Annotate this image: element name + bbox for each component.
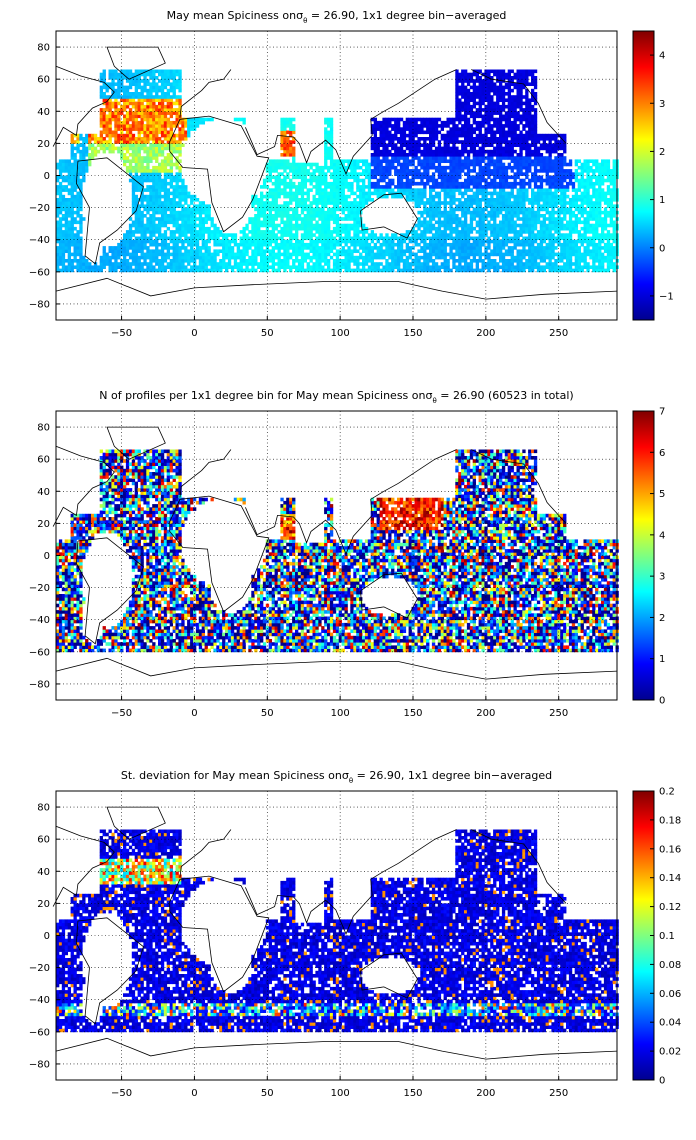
colorbar: 0.2 0.18 0.16 0.14 0.12 0.1 0.08 0.06 0.04 0.02 0 (633, 787, 681, 1087)
y-tick-label: −80 (29, 1059, 50, 1070)
y-tick-label: 80 (37, 803, 50, 814)
colorbar-tick-label: 0.1 (659, 931, 675, 942)
colorbar-tick-label: 6 (659, 448, 665, 459)
x-tick-label: 0 (191, 708, 197, 719)
y-tick-label: 60 (37, 75, 50, 86)
colorbar-tick-label: 1 (659, 195, 665, 206)
x-tick-label: 100 (331, 1088, 350, 1099)
x-tick-label: 200 (476, 1088, 495, 1099)
y-tick-label: −60 (29, 647, 50, 658)
y-tick-label: 0 (44, 171, 50, 182)
colorbar-tick-label: 0 (659, 243, 665, 254)
data-field (56, 450, 619, 653)
x-tick-label: 100 (331, 328, 350, 339)
y-tick-label: −60 (29, 1027, 50, 1038)
x-tick-label: 50 (261, 1088, 274, 1099)
x-tick-labels: −50 0 50 100 150 200 250 (111, 696, 568, 719)
map-panel-mean: May mean Spiciness onσθ = 26.90, 1x1 deg… (29, 9, 674, 339)
panel-title: St. deviation for May mean Spiciness onσ… (121, 769, 552, 785)
x-tick-label: 50 (261, 328, 274, 339)
colorbar-tick-label: 3 (659, 99, 665, 110)
x-tick-label: 150 (403, 708, 422, 719)
x-tick-label: 0 (191, 1088, 197, 1099)
colorbar-tick-label: 0.14 (659, 873, 681, 884)
y-tick-label: −20 (29, 583, 50, 594)
colorbar-tick-label: 2 (659, 613, 665, 624)
y-tick-label: −60 (29, 267, 50, 278)
y-tick-labels: 80 60 40 20 0 −20 −40 −60 −80 (29, 803, 60, 1071)
x-tick-label: 100 (331, 708, 350, 719)
x-tick-label: 200 (476, 708, 495, 719)
colorbar-tick-label: 0.08 (659, 960, 681, 971)
x-tick-label: 250 (549, 708, 568, 719)
data-field (56, 830, 619, 1033)
y-tick-label: −40 (29, 995, 50, 1006)
colorbar: 4 3 2 1 0 −1 (633, 31, 674, 320)
y-tick-label: 80 (37, 423, 50, 434)
data-field (56, 70, 619, 273)
colorbar-tick-label: 0 (659, 1076, 665, 1087)
colorbar-tick-label: 1 (659, 654, 665, 665)
colorbar-tick-label: 0.04 (659, 1018, 681, 1029)
colorbar: 7 6 5 4 3 2 1 0 (633, 407, 665, 707)
colorbar-tick-label: 4 (659, 51, 665, 62)
y-tick-label: −80 (29, 679, 50, 690)
y-tick-label: −40 (29, 235, 50, 246)
y-tick-label: 60 (37, 835, 50, 846)
x-tick-label: 0 (191, 328, 197, 339)
x-tick-labels: −50 0 50 100 150 200 250 (111, 316, 568, 339)
panel-title: N of profiles per 1x1 degree bin for May… (99, 389, 573, 405)
y-tick-label: 60 (37, 455, 50, 466)
x-tick-labels: −50 0 50 100 150 200 250 (111, 1076, 568, 1099)
colorbar-tick-label: 0.02 (659, 1047, 681, 1058)
colorbar-tick-label: 0.12 (659, 902, 681, 913)
colorbar-tick-label: 0.16 (659, 844, 681, 855)
colorbar-tick-label: 0 (659, 696, 665, 707)
y-tick-labels: 80 60 40 20 0 −20 −40 −60 −80 (29, 43, 60, 311)
x-tick-label: −50 (111, 708, 132, 719)
colorbar-tick-label: 0.06 (659, 989, 681, 1000)
colorbar-tick-label: −1 (659, 291, 674, 302)
y-tick-label: −20 (29, 963, 50, 974)
x-tick-label: 250 (549, 328, 568, 339)
x-tick-label: 50 (261, 708, 274, 719)
y-tick-label: 40 (37, 487, 50, 498)
colorbar-tick-label: 0.18 (659, 815, 681, 826)
colorbar-tick-label: 5 (659, 489, 665, 500)
y-tick-label: 20 (37, 899, 50, 910)
x-tick-label: 250 (549, 1088, 568, 1099)
y-tick-label: 20 (37, 519, 50, 530)
y-tick-label: −20 (29, 203, 50, 214)
map-panel-std: St. deviation for May mean Spiciness onσ… (29, 769, 681, 1099)
y-tick-label: 0 (44, 931, 50, 942)
y-tick-labels: 80 60 40 20 0 −20 −40 −60 −80 (29, 423, 60, 691)
colorbar-tick-label: 3 (659, 572, 665, 583)
y-tick-label: −40 (29, 615, 50, 626)
colorbar-tick-label: 0.2 (659, 787, 675, 798)
x-tick-label: 200 (476, 328, 495, 339)
y-tick-label: 40 (37, 867, 50, 878)
x-tick-label: −50 (111, 328, 132, 339)
x-tick-label: 150 (403, 328, 422, 339)
panel-title: May mean Spiciness onσθ = 26.90, 1x1 deg… (167, 9, 507, 25)
colorbar-tick-label: 4 (659, 530, 665, 541)
map-panel-count: N of profiles per 1x1 degree bin for May… (29, 389, 665, 719)
colorbar-tick-label: 7 (659, 407, 665, 418)
y-tick-label: −80 (29, 299, 50, 310)
y-tick-label: 80 (37, 43, 50, 54)
x-tick-label: −50 (111, 1088, 132, 1099)
y-tick-label: 20 (37, 139, 50, 150)
y-tick-label: 0 (44, 551, 50, 562)
y-tick-label: 40 (37, 107, 50, 118)
x-tick-label: 150 (403, 1088, 422, 1099)
colorbar-tick-label: 2 (659, 147, 665, 158)
